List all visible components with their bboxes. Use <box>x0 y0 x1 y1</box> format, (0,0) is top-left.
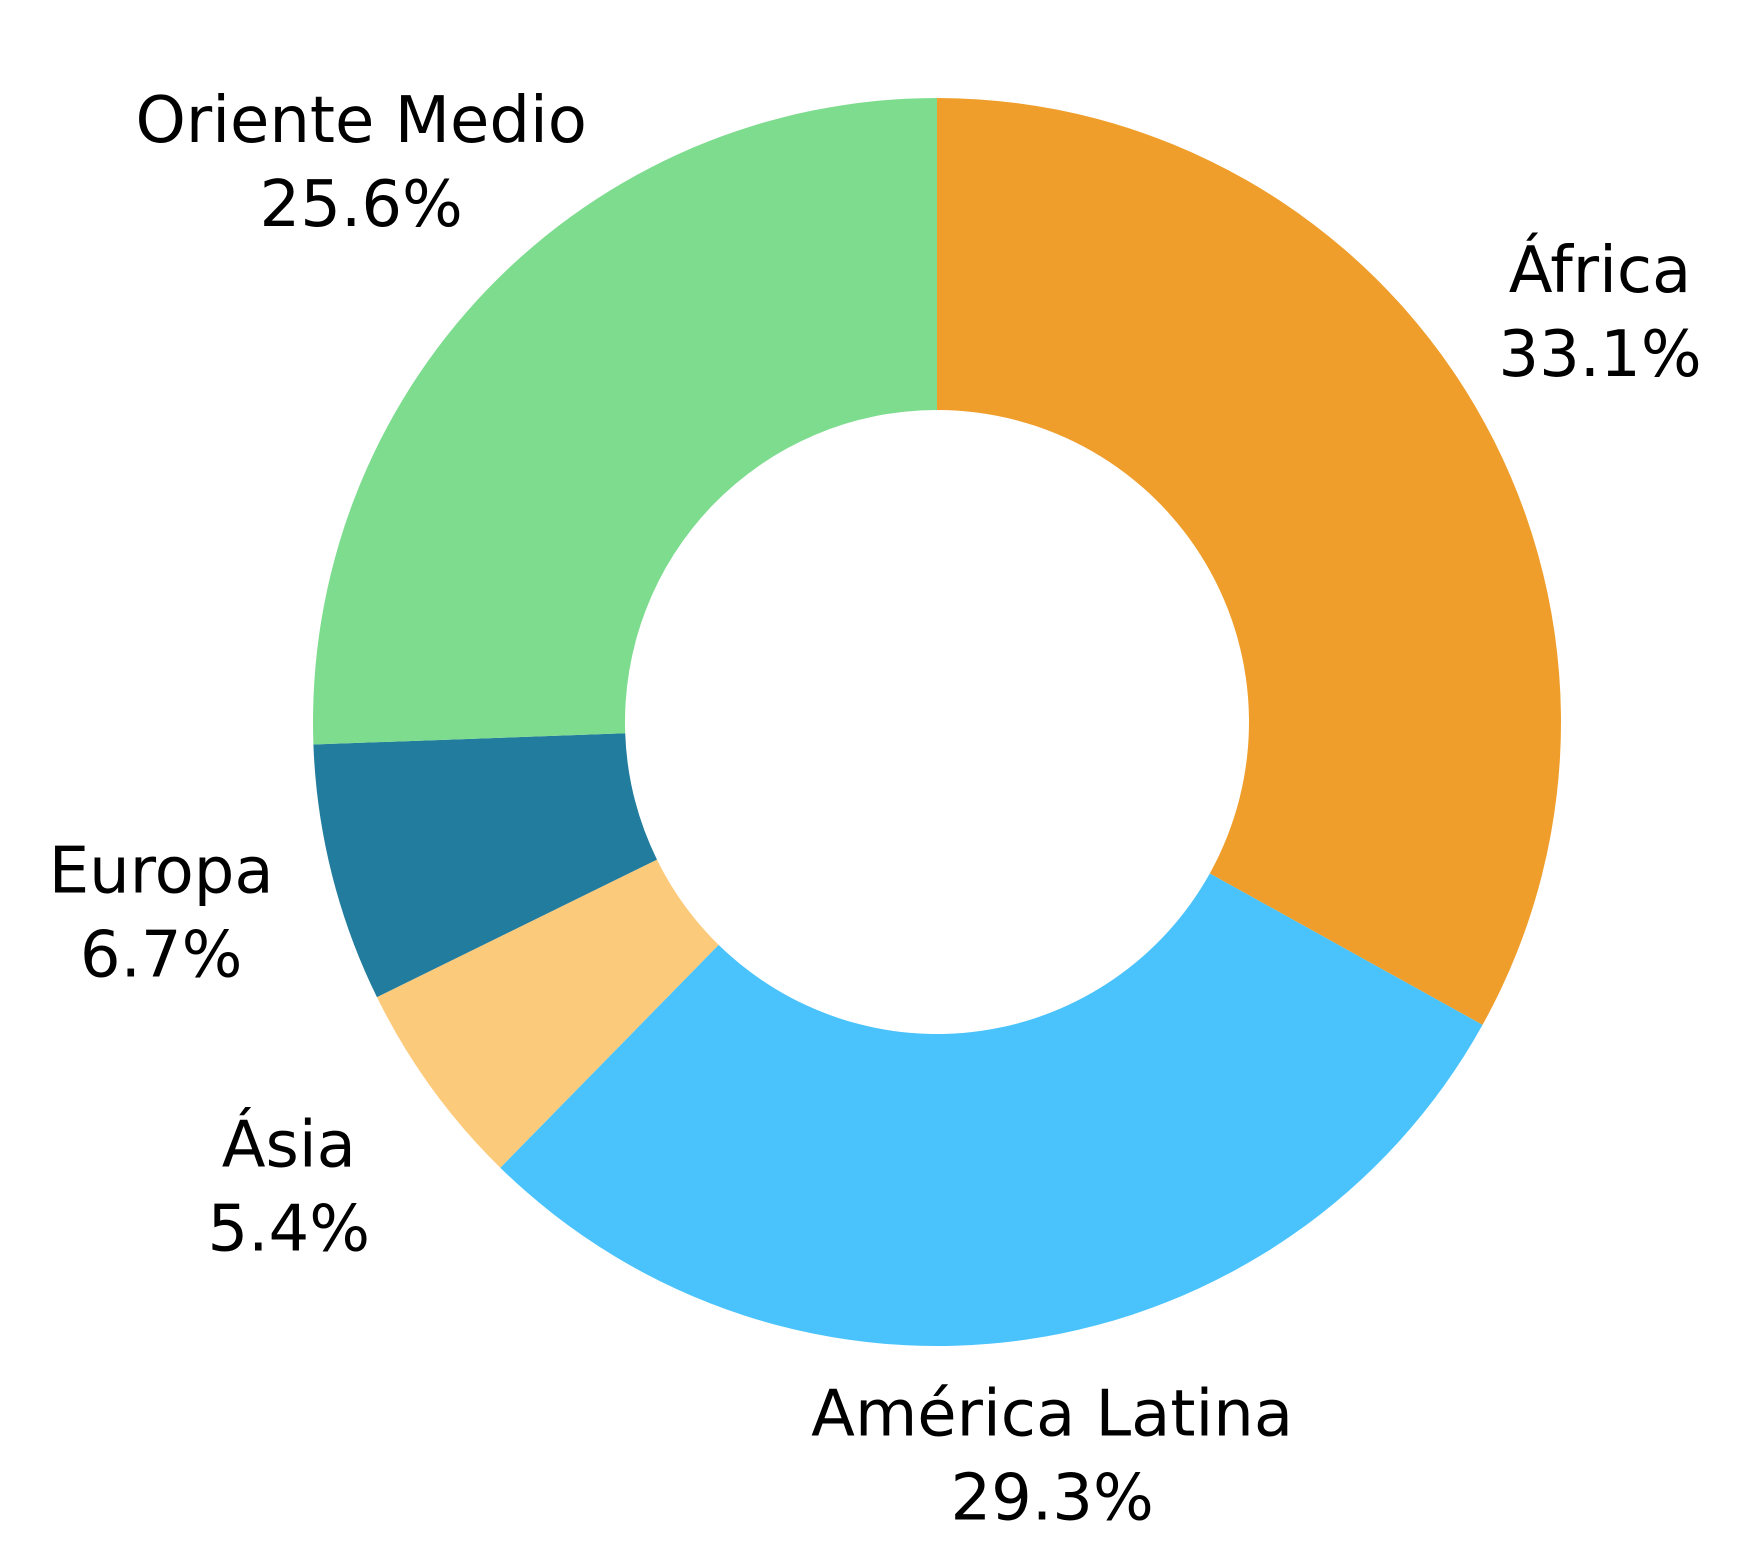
slice-value: 6.7% <box>80 919 243 993</box>
slice-label: Europa <box>49 835 274 909</box>
donut-slice <box>376 859 719 1168</box>
slice-label: Ásia <box>222 1106 356 1182</box>
slice-value: 29.3% <box>950 1462 1153 1536</box>
donut-slice <box>937 98 1562 1025</box>
slice-value: 25.6% <box>260 168 463 242</box>
slice-label: América Latina <box>811 1378 1293 1452</box>
slice-value: 33.1% <box>1498 318 1701 392</box>
donut-slice <box>500 873 1483 1346</box>
donut-slice <box>313 98 937 745</box>
slice-label: África <box>1509 232 1692 308</box>
slice-value: 5.4% <box>207 1192 370 1266</box>
donut-slice <box>313 733 657 998</box>
slice-label: Oriente Medio <box>136 84 587 158</box>
